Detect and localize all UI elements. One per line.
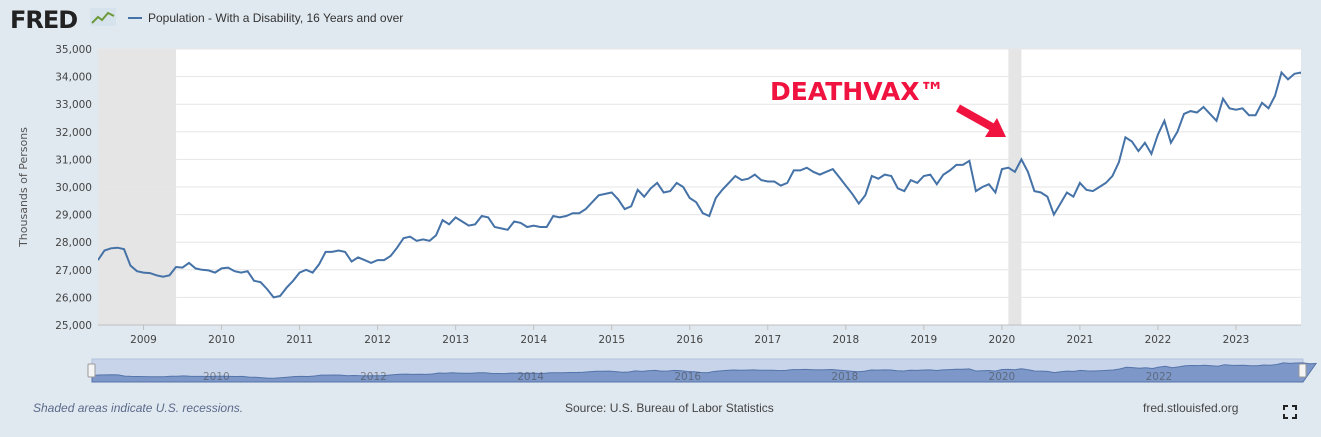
navigator-label: 2016 [674,371,701,383]
x-tick-label: 2020 [989,334,1016,346]
x-tick-label: 2019 [910,334,937,346]
x-tick-label: 2013 [442,334,469,346]
fred-logo[interactable]: FRED [10,6,78,34]
y-tick-label: 34,000 [55,72,92,84]
navigator-label: 2018 [831,371,858,383]
legend-series-name: Population - With a Disability, 16 Years… [148,11,404,25]
navigator-handle-right[interactable] [1298,363,1307,378]
x-tick-label: 2022 [1145,334,1172,346]
y-tick-label: 31,000 [55,154,92,166]
navigator-label: 2010 [203,371,230,383]
site-link[interactable]: fred.stlouisfed.org [1143,401,1239,415]
legend-swatch [128,17,142,19]
y-tick-label: 27,000 [55,265,92,277]
annotation-arrow-shaft [956,104,994,131]
navigator-label: 2014 [517,371,544,383]
y-tick-label: 29,000 [55,210,92,222]
navigator-label: 2022 [1146,371,1173,383]
y-tick-label: 32,000 [55,127,92,139]
annotation-text: DEATHVAX™ [770,77,945,106]
x-tick-label: 2014 [520,334,547,346]
x-tick-label: 2017 [754,334,781,346]
x-tick-label: 2021 [1067,334,1094,346]
x-tick-label: 2018 [832,334,859,346]
y-tick-label: 28,000 [55,237,92,249]
x-tick-label: 2010 [208,334,235,346]
annotation-arrow-head [985,118,1006,137]
fred-chart-icon [90,8,116,26]
series-line [98,70,1301,299]
y-tick-label: 26,000 [55,292,92,304]
recession-note: Shaded areas indicate U.S. recessions. [33,401,244,415]
navigator-handle-left[interactable] [87,363,96,378]
x-tick-label: 2009 [130,334,157,346]
source-text: Source: U.S. Bureau of Labor Statistics [565,401,774,415]
x-tick-label: 2023 [1223,334,1250,346]
navigator-series [91,362,1318,383]
x-tick-label: 2015 [598,334,625,346]
chart-legend: Population - With a Disability, 16 Years… [128,11,403,25]
y-tick-label: 33,000 [55,99,92,111]
navigator-label: 2012 [360,371,387,383]
navigator-label: 2020 [989,371,1016,383]
y-tick-label: 30,000 [55,182,92,194]
x-tick-label: 2016 [676,334,703,346]
y-axis-label: Thousands of Persons [17,127,30,248]
expand-icon[interactable] [1283,405,1297,419]
x-tick-label: 2012 [364,334,391,346]
y-tick-label: 25,000 [55,320,92,332]
y-tick-label: 35,000 [55,44,92,56]
x-tick-label: 2011 [286,334,313,346]
